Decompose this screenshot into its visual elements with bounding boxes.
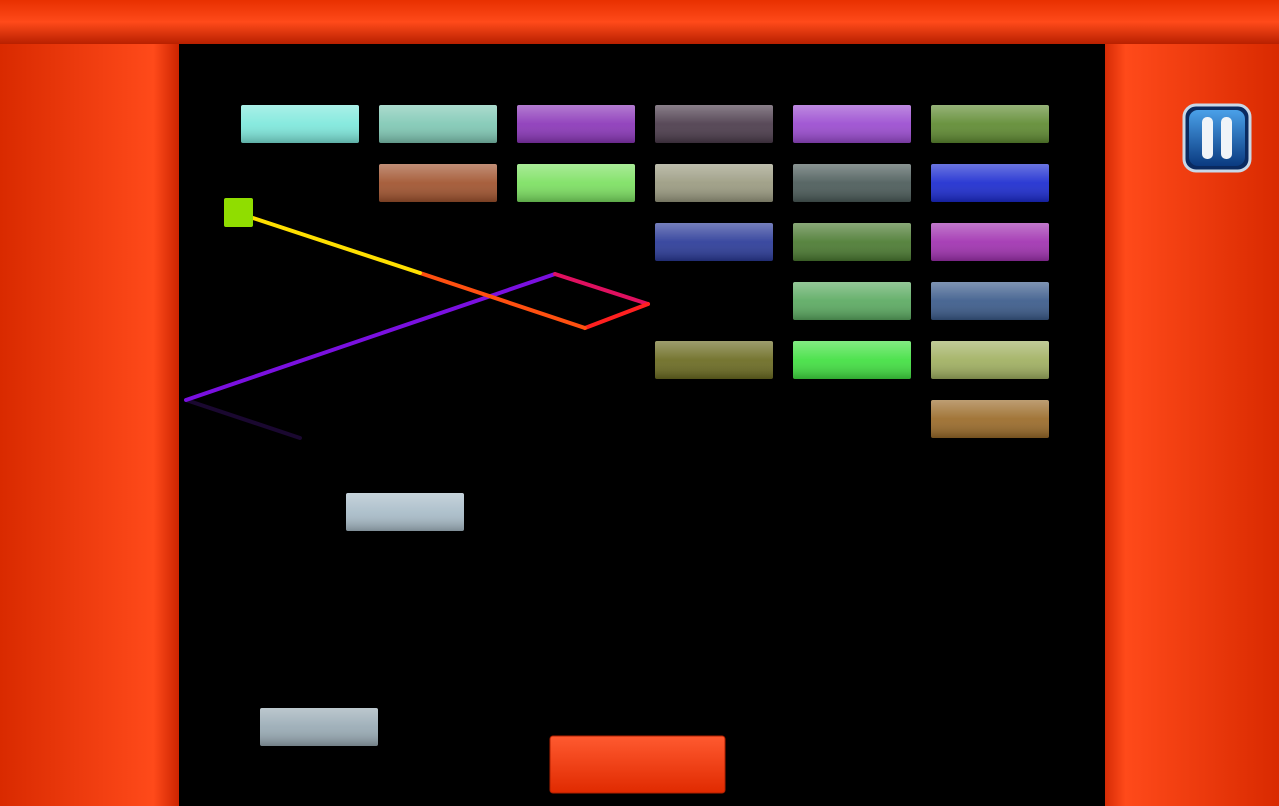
gloss: [931, 164, 1049, 202]
gloss: [793, 282, 911, 320]
gloss: [346, 493, 464, 531]
paddle: [549, 735, 726, 794]
gloss: [655, 223, 773, 261]
gloss: [931, 400, 1049, 438]
gloss: [379, 164, 497, 202]
trail-segment: [251, 216, 422, 275]
gloss: [379, 105, 497, 143]
trail-segment: [553, 272, 650, 306]
pause-button-face[interactable]: [1189, 110, 1245, 166]
gloss: [931, 341, 1049, 379]
gloss: [931, 282, 1049, 320]
trail-segment: [184, 272, 557, 402]
pause-bar[interactable]: [1202, 117, 1213, 159]
trail-segment: [184, 398, 302, 440]
frame-top: [0, 0, 1279, 44]
gloss: [793, 105, 911, 143]
gloss: [931, 105, 1049, 143]
trail-segment: [583, 302, 650, 330]
ball: [224, 198, 253, 227]
trail-segment: [418, 271, 587, 330]
gloss: [517, 105, 635, 143]
gloss: [517, 164, 635, 202]
gloss: [793, 164, 911, 202]
gloss: [931, 223, 1049, 261]
gloss: [655, 341, 773, 379]
brick-gloss: [241, 105, 1049, 746]
pause-button[interactable]: [1182, 103, 1252, 173]
gloss: [793, 341, 911, 379]
gloss: [655, 164, 773, 202]
ball-trail: [184, 216, 650, 440]
gloss: [260, 708, 378, 746]
gloss: [655, 105, 773, 143]
gloss: [793, 223, 911, 261]
pause-bar[interactable]: [1221, 117, 1232, 159]
gloss: [241, 105, 359, 143]
